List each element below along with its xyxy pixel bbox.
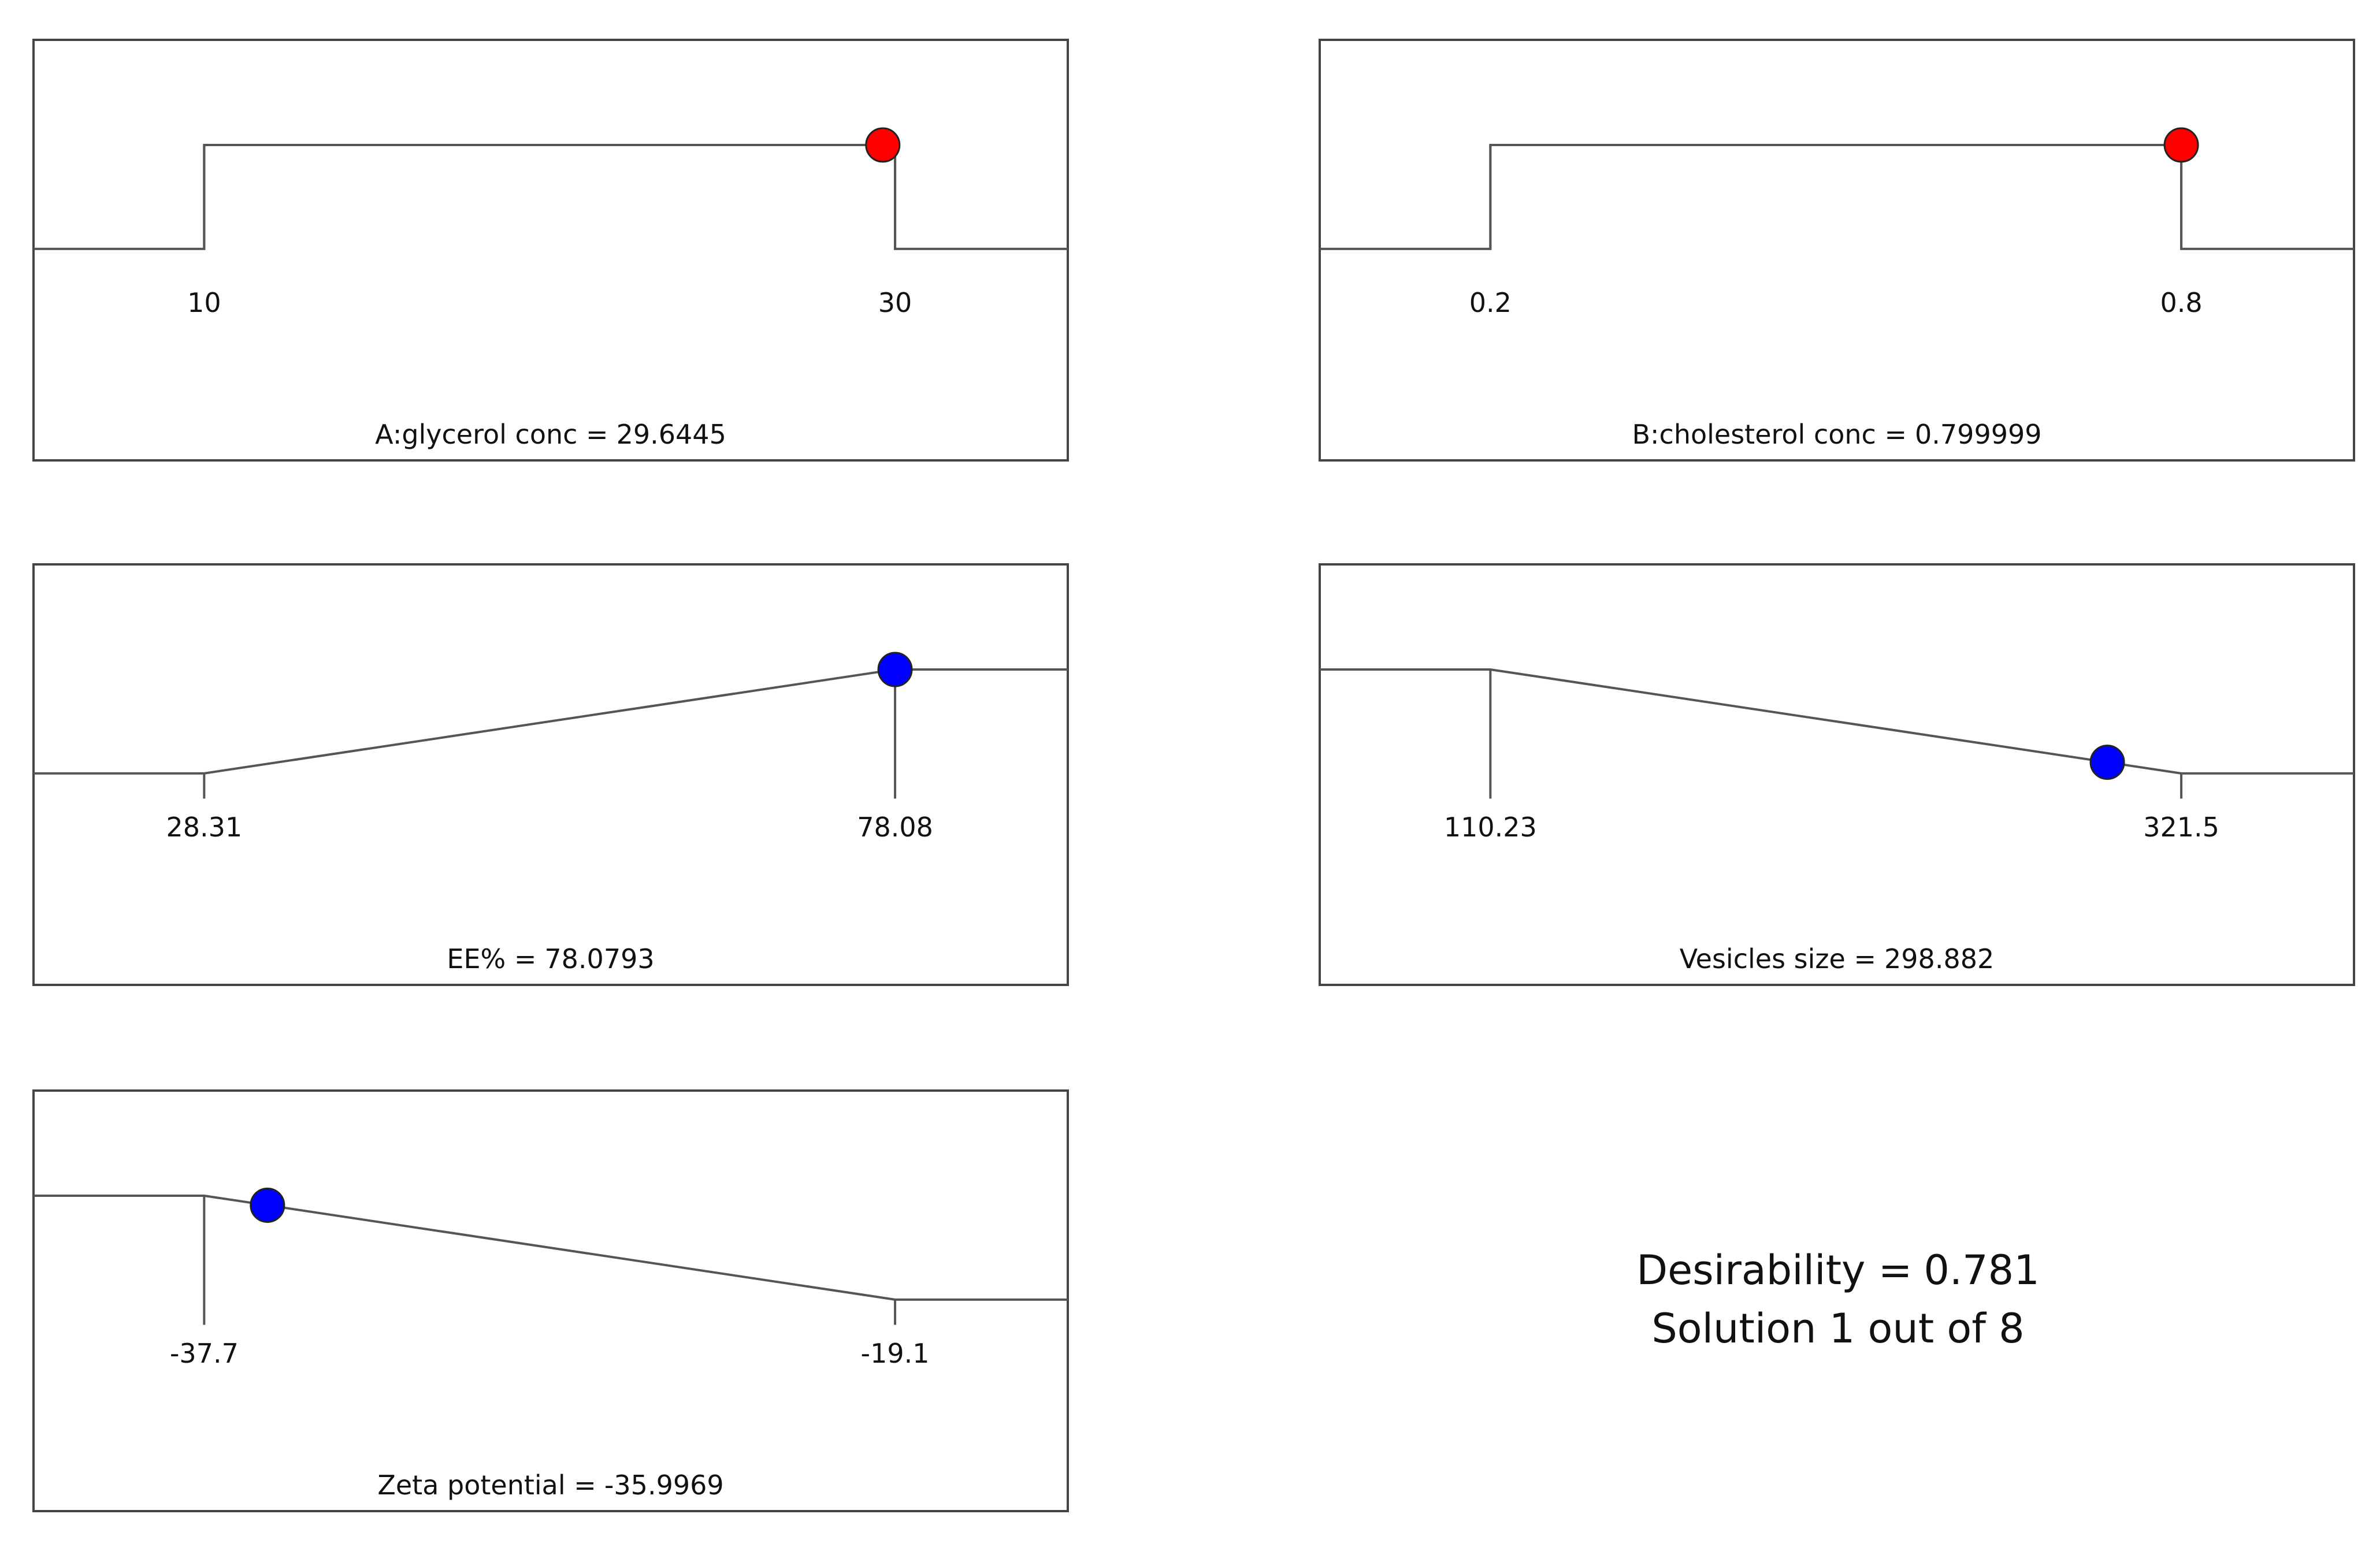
label-value: 0.799999 (1915, 418, 2042, 449)
panel-frame (1319, 39, 2355, 462)
label-name: Zeta potential = (377, 1469, 596, 1500)
tick-label: -19.1 (861, 1338, 930, 1369)
tick-label: 0.2 (1469, 287, 1512, 318)
label-value: -35.9969 (604, 1469, 724, 1500)
label-name: B:cholesterol conc = (1632, 418, 1907, 449)
tick-label: 10 (187, 287, 221, 318)
panel-frame (32, 563, 1069, 986)
desirability-curve (34, 1195, 1068, 1301)
label-value: 29.6445 (617, 418, 726, 449)
tick-label: 30 (878, 287, 912, 318)
panel-frame (1319, 563, 2355, 986)
desirability-value: 0.781 (1924, 1247, 2039, 1294)
label-name: Vesicles size = (1680, 943, 1876, 974)
label-name: A:glycerol conc = (375, 418, 608, 449)
solution-point (250, 1187, 285, 1223)
tick-label: 78.08 (857, 812, 933, 843)
label-value: 298.882 (1884, 943, 1994, 974)
solution-point (865, 127, 901, 163)
desirability-curve (1320, 668, 2354, 775)
panel-label: EE% = 78.0793 (447, 943, 654, 974)
tick-label: 28.31 (166, 812, 242, 843)
label-name: EE% = (447, 943, 536, 974)
panel-label: Vesicles size = 298.882 (1680, 943, 1995, 974)
desirability-curve (1320, 144, 2354, 250)
solution-point (2089, 745, 2125, 780)
desirability: Desirability = 0.781 (1636, 1247, 2040, 1294)
solution: Solution 1 out of 8 (1651, 1305, 2024, 1352)
desirability-curve (34, 144, 1068, 250)
panel-label: A:glycerol conc = 29.6445 (375, 418, 726, 449)
solution-point (2163, 127, 2199, 163)
desirability-label: Desirability = (1636, 1247, 1912, 1294)
tick-label: 0.8 (2160, 287, 2202, 318)
panel-frame (32, 1089, 1069, 1512)
tick-label: 110.23 (1444, 812, 1537, 843)
solution-point (877, 652, 913, 687)
panel-label: Zeta potential = -35.9969 (377, 1469, 723, 1500)
label-value: 78.0793 (544, 943, 654, 974)
desirability-curve (34, 668, 1068, 775)
tick-label: -37.7 (170, 1338, 239, 1369)
panel-label: B:cholesterol conc = 0.799999 (1632, 418, 2041, 449)
tick-label: 321.5 (2143, 812, 2219, 843)
panel-frame (32, 39, 1069, 462)
